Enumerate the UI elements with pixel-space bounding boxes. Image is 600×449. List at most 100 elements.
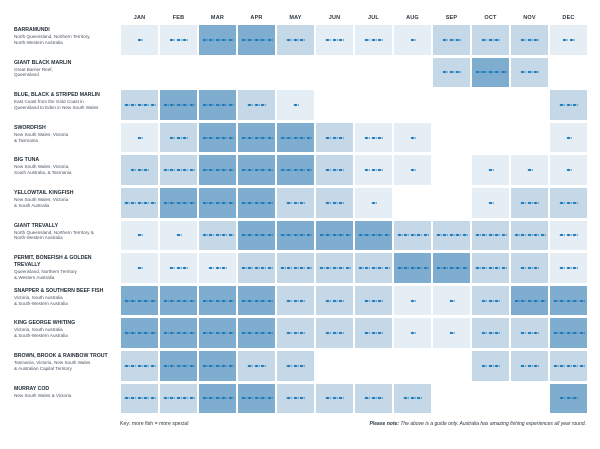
fish-icon: [137, 364, 143, 368]
fish-icon: [182, 364, 188, 368]
fish-rating: [316, 396, 353, 400]
fish-icon: [436, 234, 442, 237]
fish-icon: [137, 331, 143, 335]
fish-icon: [377, 266, 383, 270]
calendar-cell: [237, 317, 276, 349]
fish-icon: [228, 38, 234, 42]
calendar-cell: [120, 89, 159, 121]
fish-rating: [433, 70, 470, 74]
fish-rating: [394, 396, 431, 400]
fish-icon: [514, 299, 520, 302]
fish-icon: [293, 364, 299, 368]
calendar-cell: [471, 56, 510, 89]
calendar-cell: [276, 154, 315, 186]
fish-icon: [332, 136, 338, 139]
calendar-cell: [471, 121, 510, 154]
calendar-cell: [315, 154, 354, 186]
calendar-cell: [393, 154, 432, 186]
fish-icon: [221, 364, 227, 368]
calendar-cell: [315, 284, 354, 317]
disclaimer-note: Please note: The above is a guide only. …: [369, 421, 586, 427]
calendar-cell: [393, 382, 432, 415]
fish-icon: [338, 397, 344, 400]
fish-icon: [377, 234, 383, 237]
fish-rating: [238, 38, 275, 42]
calendar-cell: [276, 317, 315, 349]
fish-rating: [160, 103, 197, 107]
fish-icon: [475, 71, 481, 74]
calendar-cell: [549, 350, 588, 382]
calendar-cell: [276, 219, 315, 252]
fish-icon: [566, 299, 572, 302]
fish-icon: [494, 364, 500, 368]
calendar-cell: [471, 252, 510, 284]
calendar-cell: [549, 317, 588, 349]
fish-icon: [130, 168, 136, 172]
fish-icon: [247, 234, 253, 237]
fish-rating: [121, 38, 158, 42]
fish-icon: [299, 397, 305, 400]
species-label: BIG TUNA New South Wales, Victoria, South …: [14, 157, 118, 176]
fish-icon: [442, 266, 448, 270]
fish-icon: [280, 136, 286, 139]
fish-icon: [325, 38, 331, 42]
fish-icon: [533, 299, 539, 302]
calendar-cell: [354, 121, 393, 154]
fish-icon: [221, 234, 227, 237]
calendar-cell: [393, 121, 432, 154]
fish-icon: [299, 299, 305, 302]
calendar-cell: [432, 154, 471, 186]
fish-rating: [238, 103, 275, 107]
fish-rating: [160, 331, 197, 335]
fish-icon: [260, 103, 266, 107]
fish-icon: [293, 234, 299, 237]
fish-icon: [169, 331, 175, 335]
fish-icon: [494, 234, 500, 237]
fish-icon: [215, 397, 221, 400]
fish-icon: [488, 364, 494, 368]
fish-icon: [202, 136, 208, 139]
fish-icon: [566, 201, 572, 205]
fish-icon: [267, 397, 273, 400]
fish-icon: [260, 331, 266, 335]
fish-icon: [189, 103, 195, 107]
fish-icon: [137, 266, 143, 270]
fish-icon: [215, 103, 221, 107]
fish-icon: [280, 234, 286, 237]
species-name: BARRAMUNDI: [14, 27, 50, 33]
fish-rating: [277, 266, 314, 270]
calendar-cell: [510, 24, 549, 56]
fish-icon: [416, 397, 422, 400]
fish-icon: [377, 168, 383, 172]
calendar-cell: [198, 350, 237, 382]
fish-icon: [410, 266, 416, 270]
calendar-cell: [237, 219, 276, 252]
fish-icon: [371, 201, 377, 205]
fish-icon: [527, 168, 533, 172]
fish-icon: [481, 364, 487, 368]
fish-icon: [566, 364, 572, 368]
fish-icon: [488, 201, 494, 205]
fish-rating: [355, 168, 392, 172]
fish-icon: [163, 331, 169, 335]
calendar-cell: [159, 382, 198, 415]
fish-icon: [293, 136, 299, 139]
fish-icon: [215, 38, 221, 42]
calendar-cell: [510, 317, 549, 349]
calendar-cell: [198, 89, 237, 121]
fish-icon: [228, 168, 234, 172]
calendar-cell: [354, 252, 393, 284]
fish-icon: [520, 38, 526, 42]
fish-icon: [137, 38, 143, 42]
fish-icon: [182, 103, 188, 107]
fish-icon: [572, 201, 578, 205]
fish-icon: [527, 266, 533, 270]
fish-icon: [267, 299, 273, 302]
fish-rating: [199, 103, 236, 107]
fish-icon: [182, 331, 188, 335]
calendar-cell: [549, 154, 588, 186]
fish-icon: [559, 364, 565, 368]
fish-icon: [559, 331, 565, 335]
species-region: New South Wales, Victoria: [14, 131, 69, 137]
fish-icon: [286, 234, 292, 237]
